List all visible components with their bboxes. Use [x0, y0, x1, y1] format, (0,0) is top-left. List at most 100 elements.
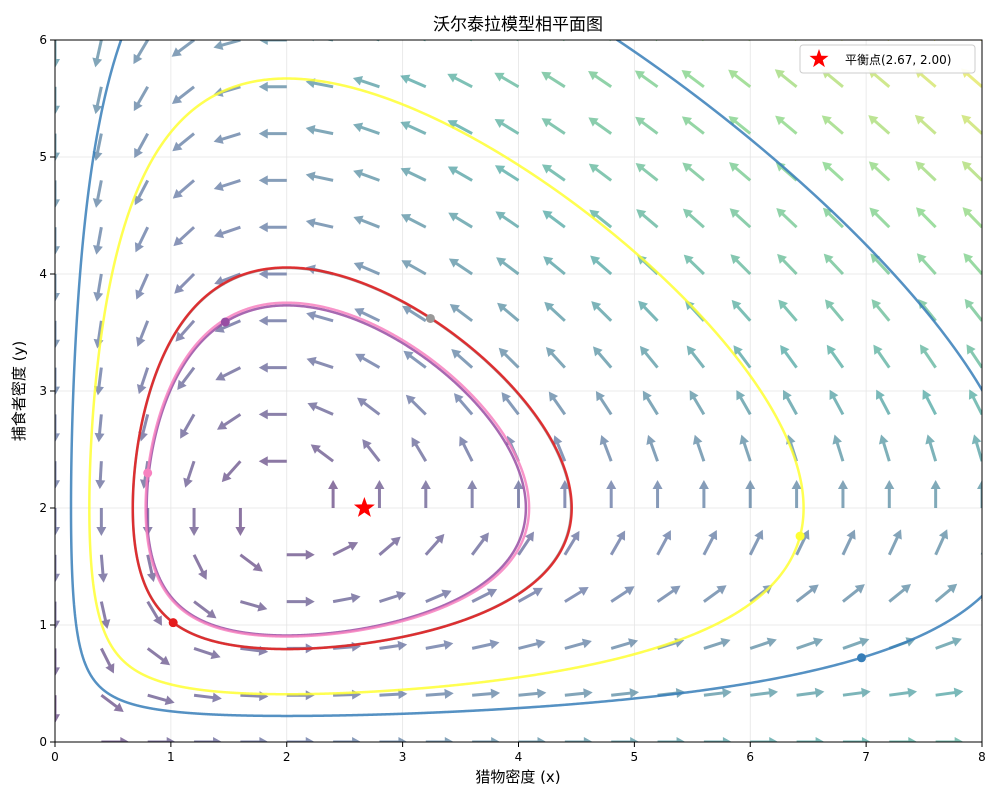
vector-arrow-head [884, 480, 895, 489]
vector-arrow-head [962, 207, 973, 218]
vector-arrow-shaft [176, 179, 196, 196]
vector-arrow-shaft [175, 40, 195, 55]
vector-arrow [887, 529, 902, 556]
vector-arrow-head [826, 344, 837, 355]
vector-arrow-shaft [311, 220, 334, 229]
vector-arrow-head [783, 389, 792, 401]
vector-arrow-head [444, 688, 454, 699]
vector-arrow [286, 737, 315, 742]
vector-arrow-shaft [192, 554, 206, 576]
vector-arrow-shaft [685, 165, 705, 182]
trajectory-line [69, 40, 982, 718]
vector-arrow-head [55, 199, 60, 209]
legend-equilibrium-label: 平衡点(2.67, 2.00) [845, 53, 951, 67]
vector-arrow [353, 215, 380, 229]
vector-arrow-shaft [927, 439, 938, 462]
vector-arrow-shaft [218, 178, 241, 189]
vector-arrow [472, 688, 501, 699]
vector-arrow-shaft [405, 169, 427, 182]
vector-arrow-head [513, 480, 524, 489]
vector-arrow-shaft [379, 643, 402, 650]
vector-arrow [94, 414, 105, 443]
vector-arrow-head [681, 116, 693, 126]
vector-arrow [682, 162, 705, 182]
vector-arrow-head [495, 211, 506, 221]
vector-arrow [472, 737, 501, 742]
vector-arrow-head [583, 688, 593, 699]
vector-arrow-head [868, 115, 879, 125]
vector-arrow [776, 207, 798, 229]
vector-arrow-shaft [135, 132, 150, 154]
vector-arrow-head [776, 207, 787, 218]
vector-arrow-shaft [935, 690, 958, 697]
vector-arrow-shaft [100, 647, 113, 669]
vector-arrow [829, 389, 845, 416]
vector-arrow [796, 687, 825, 698]
vector-arrow-head [676, 737, 686, 742]
vector-arrow [977, 480, 982, 508]
vector-arrow-shaft [881, 439, 891, 462]
vector-arrow [213, 225, 241, 239]
vector-arrow [961, 160, 982, 182]
trajectory-line [88, 77, 805, 696]
trajectory-start-point [220, 317, 230, 327]
vector-arrow-head [105, 663, 115, 674]
vector-arrow-shaft [96, 320, 103, 343]
vector-arrow-head [729, 208, 740, 219]
vector-arrow [258, 409, 287, 420]
vector-arrow-head [213, 737, 223, 742]
vector-arrow-shaft [546, 258, 566, 276]
vector-arrow-head [258, 128, 268, 139]
vector-arrow [542, 210, 566, 229]
vector-arrow [783, 389, 798, 416]
vector-arrow [189, 508, 200, 536]
vector-arrow-head [662, 530, 671, 541]
vector-arrow-head [683, 254, 694, 265]
vector-arrow-head [467, 480, 478, 489]
vector-arrow-head [353, 169, 364, 179]
vector-arrow-head [736, 390, 746, 401]
vector-arrow [656, 530, 671, 556]
vector-arrow [611, 737, 640, 742]
vector-arrow [400, 121, 427, 135]
vector-arrow-head [541, 71, 552, 81]
vector-arrow [235, 508, 246, 536]
vector-arrow-shaft [193, 600, 213, 616]
vector-arrow-shaft [731, 72, 752, 88]
vector-arrow [400, 214, 427, 229]
vector-arrow [689, 390, 706, 416]
vector-arrow-head [722, 737, 732, 742]
vector-arrow-head [55, 527, 60, 536]
vector-arrow-head [214, 323, 225, 333]
equilibrium-marker [353, 497, 375, 517]
vector-arrow-shaft [778, 118, 798, 135]
vector-arrow-shaft [648, 439, 659, 462]
vector-arrow-shaft [147, 693, 170, 703]
y-tick-label: 5 [39, 150, 47, 164]
vector-arrow-head [353, 261, 364, 272]
vector-arrow [496, 257, 520, 276]
vector-arrow-shaft [409, 397, 427, 416]
vector-arrow-head [878, 434, 889, 445]
vector-arrow [451, 348, 474, 369]
vector-arrow [55, 227, 60, 256]
vector-arrow-shaft [498, 120, 520, 135]
vector-arrow-head [398, 689, 408, 700]
vector-arrow-head [595, 390, 605, 402]
vector-arrow-head [434, 533, 445, 544]
vector-arrow-shaft [967, 302, 982, 322]
vector-arrow-head [876, 389, 885, 400]
vector-arrow-shaft [137, 273, 150, 295]
vector-arrow [837, 480, 848, 508]
vector-arrow-head [716, 585, 727, 595]
vector-arrow-head [559, 480, 570, 489]
vector-arrow [610, 586, 635, 603]
vector-arrow-head [953, 687, 964, 698]
vector-arrow-head [543, 256, 554, 266]
vector-arrow-shaft [378, 593, 401, 604]
vector-arrow-head [733, 345, 743, 356]
vector-arrow [402, 305, 427, 323]
vector-arrow [471, 588, 498, 603]
vector-arrow-shaft [564, 641, 587, 650]
vector-arrow [918, 298, 937, 322]
